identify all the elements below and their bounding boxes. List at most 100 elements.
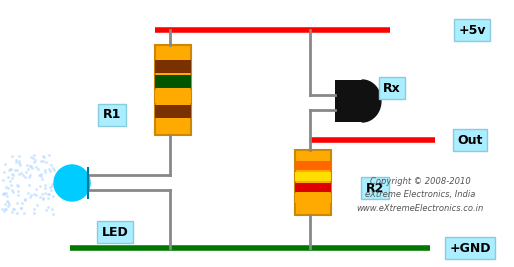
Point xyxy=(47,187,56,192)
Point xyxy=(35,183,44,188)
Bar xyxy=(155,45,191,135)
Point xyxy=(36,159,45,163)
Point xyxy=(3,194,11,199)
Point xyxy=(14,172,23,176)
Point xyxy=(46,169,54,173)
Point xyxy=(30,159,38,164)
Point xyxy=(15,163,24,167)
Point xyxy=(41,191,49,195)
Point xyxy=(44,196,52,201)
Point xyxy=(20,211,28,215)
Point xyxy=(26,195,34,199)
Point xyxy=(49,166,58,170)
Point xyxy=(38,176,46,181)
Bar xyxy=(155,105,191,118)
Point xyxy=(50,167,59,172)
Point xyxy=(28,166,36,171)
Point xyxy=(1,202,9,206)
Point xyxy=(5,168,13,172)
Point xyxy=(27,163,35,168)
Bar xyxy=(295,150,331,215)
Point xyxy=(40,155,48,159)
Point xyxy=(42,208,50,213)
Point xyxy=(11,167,20,172)
Point xyxy=(7,167,15,171)
Point xyxy=(4,200,12,204)
Bar xyxy=(69,165,75,201)
Point xyxy=(8,207,16,211)
Text: LED: LED xyxy=(102,226,128,238)
Circle shape xyxy=(54,165,90,201)
Polygon shape xyxy=(362,80,381,122)
Point xyxy=(3,199,11,203)
Point xyxy=(30,153,38,158)
Text: Rx: Rx xyxy=(383,81,401,95)
Point xyxy=(4,175,12,179)
Point xyxy=(15,161,23,165)
Point xyxy=(39,196,47,200)
Point xyxy=(48,184,56,188)
Point xyxy=(8,209,16,214)
Point xyxy=(14,184,22,188)
Point xyxy=(0,191,8,195)
Point xyxy=(31,158,39,162)
Bar xyxy=(155,60,191,73)
Point xyxy=(39,197,47,201)
Bar xyxy=(295,172,331,181)
Point xyxy=(2,162,10,166)
Bar xyxy=(335,80,362,122)
Point xyxy=(26,164,34,168)
Point xyxy=(4,204,12,208)
Point xyxy=(12,160,21,164)
Point xyxy=(17,206,25,210)
Point xyxy=(14,193,22,198)
Point xyxy=(32,187,40,191)
Point xyxy=(8,188,16,193)
Point xyxy=(48,207,57,211)
Point xyxy=(8,190,16,194)
Bar xyxy=(295,183,331,192)
Point xyxy=(0,207,6,211)
Point xyxy=(1,170,9,174)
Point xyxy=(34,167,42,171)
Bar xyxy=(295,193,331,203)
Point xyxy=(2,191,10,195)
Bar xyxy=(295,161,331,170)
Point xyxy=(45,166,53,171)
Text: R1: R1 xyxy=(103,108,121,121)
Point xyxy=(48,182,57,187)
Point xyxy=(26,172,34,177)
Point xyxy=(44,205,52,209)
Point xyxy=(36,172,45,176)
Point xyxy=(32,193,40,197)
Text: R2: R2 xyxy=(366,182,384,194)
Point xyxy=(2,185,10,189)
Point xyxy=(13,183,22,187)
Bar xyxy=(155,75,191,88)
Point xyxy=(4,186,12,190)
Point xyxy=(8,176,16,180)
Point xyxy=(39,158,47,163)
Point xyxy=(29,156,38,160)
Point xyxy=(14,159,23,163)
Point xyxy=(13,168,21,172)
Point xyxy=(21,197,29,201)
Point xyxy=(7,183,15,187)
Point xyxy=(24,167,32,171)
Point xyxy=(14,189,23,194)
Point xyxy=(18,201,26,206)
Point xyxy=(13,211,22,215)
Point xyxy=(30,207,39,212)
Point xyxy=(25,175,33,179)
Point xyxy=(0,192,8,197)
Point xyxy=(17,171,26,175)
Point xyxy=(27,155,35,160)
Point xyxy=(35,194,44,199)
Text: +GND: +GND xyxy=(449,241,491,254)
Point xyxy=(19,173,27,178)
Point xyxy=(30,211,39,215)
Point xyxy=(17,206,25,210)
Point xyxy=(25,183,33,187)
Bar xyxy=(155,90,191,103)
Point xyxy=(36,174,45,178)
